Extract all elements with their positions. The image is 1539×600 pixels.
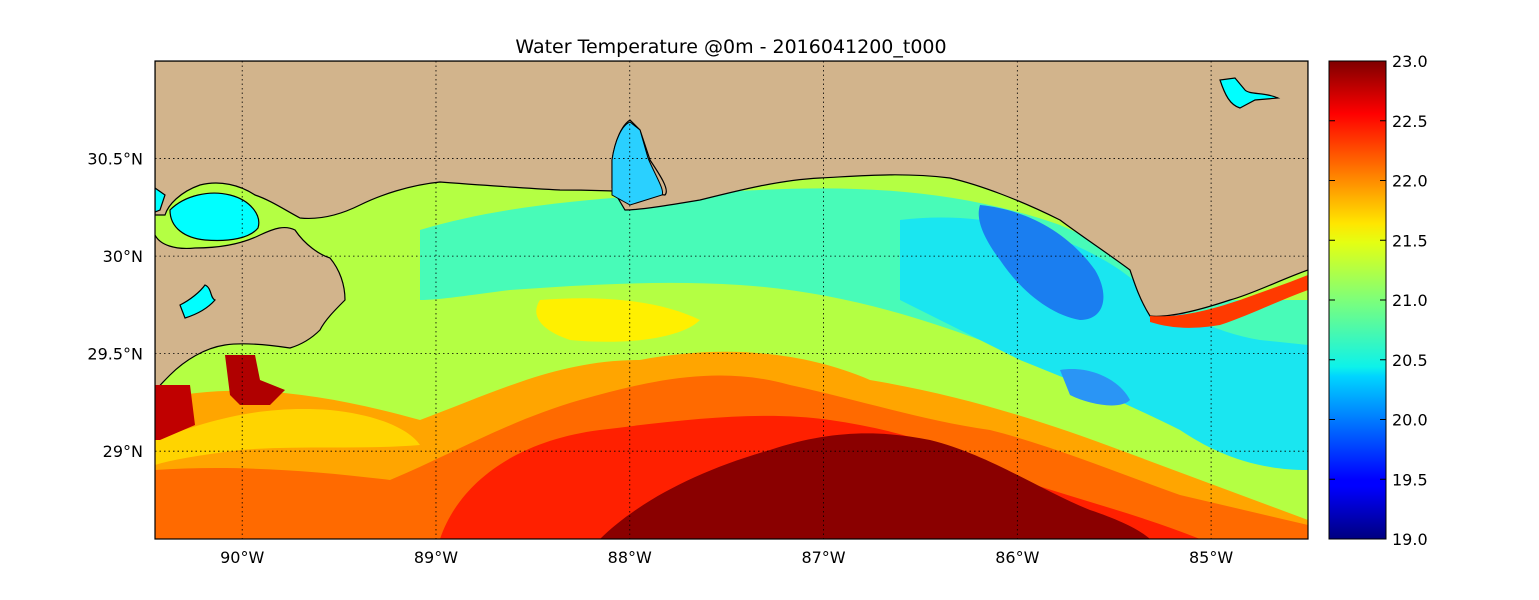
longitude-labels: 90°W 89°W 88°W 87°W 86°W 85°W xyxy=(220,548,1233,567)
cyan-east xyxy=(900,217,1308,470)
map-plot-area xyxy=(155,61,1308,539)
temperature-field xyxy=(155,188,1308,539)
colorbar: 19.0 19.5 20.0 20.5 21.0 21.5 22.0 22.5 23.0 xyxy=(1328,52,1428,549)
map-frame xyxy=(154,60,1309,540)
cold-pool xyxy=(978,205,1104,320)
longitude-tick-label: 85°W xyxy=(1189,548,1233,567)
graticule xyxy=(155,61,1308,539)
longitude-tick-label: 86°W xyxy=(995,548,1039,567)
yellow-band-sw xyxy=(155,409,420,465)
latitude-tick-label: 29°N xyxy=(103,442,143,461)
colorbar-gradient xyxy=(1328,60,1387,540)
colorbar-tick-label: 20.5 xyxy=(1392,351,1428,370)
colorbar-tick-label: 21.5 xyxy=(1392,231,1428,250)
longitude-tick-label: 90°W xyxy=(220,548,264,567)
latitude-tick-label: 29.5°N xyxy=(87,345,143,364)
lake-small-west xyxy=(179,284,217,319)
colorbar-tick-label: 20.0 xyxy=(1392,411,1428,430)
cold-pool-south xyxy=(1060,369,1130,406)
latitude-tick-label: 30.5°N xyxy=(87,150,143,169)
delta-red xyxy=(155,385,195,440)
map-title: Water Temperature @0m - 2016041200_t000 xyxy=(515,36,946,58)
lake-east-tip xyxy=(1219,77,1281,109)
colorbar-tick-label: 22.5 xyxy=(1392,112,1428,131)
colorbar-tick-label: 22.0 xyxy=(1392,172,1428,191)
land-louisiana xyxy=(155,226,346,396)
colorbar-ticks: 19.0 19.5 20.0 20.5 21.0 21.5 22.0 22.5 23.0 xyxy=(1329,52,1428,549)
delta-red-2 xyxy=(225,355,285,405)
colorbar-tick-label: 21.0 xyxy=(1392,291,1428,310)
nearshore-features xyxy=(155,121,1308,440)
coastal-red-strip xyxy=(1150,275,1308,328)
lakes xyxy=(155,77,1281,319)
colorbar-tick-label: 19.0 xyxy=(1392,530,1428,549)
mobile-bay xyxy=(611,121,664,206)
lake-west-edge xyxy=(155,187,166,213)
longitude-tick-label: 87°W xyxy=(801,548,845,567)
longitude-tick-label: 88°W xyxy=(608,548,652,567)
colorbar-tick-label: 23.0 xyxy=(1392,52,1428,71)
longitude-tick-label: 89°W xyxy=(414,548,458,567)
latitude-labels: 30.5°N 30°N 29.5°N 29°N xyxy=(87,150,143,462)
latitude-tick-label: 30°N xyxy=(103,247,143,266)
yellow-patch-mid xyxy=(536,298,700,342)
colorbar-tick-label: 19.5 xyxy=(1392,470,1428,489)
dark-red-core xyxy=(600,433,1150,539)
lake-pontchartrain xyxy=(169,192,260,242)
